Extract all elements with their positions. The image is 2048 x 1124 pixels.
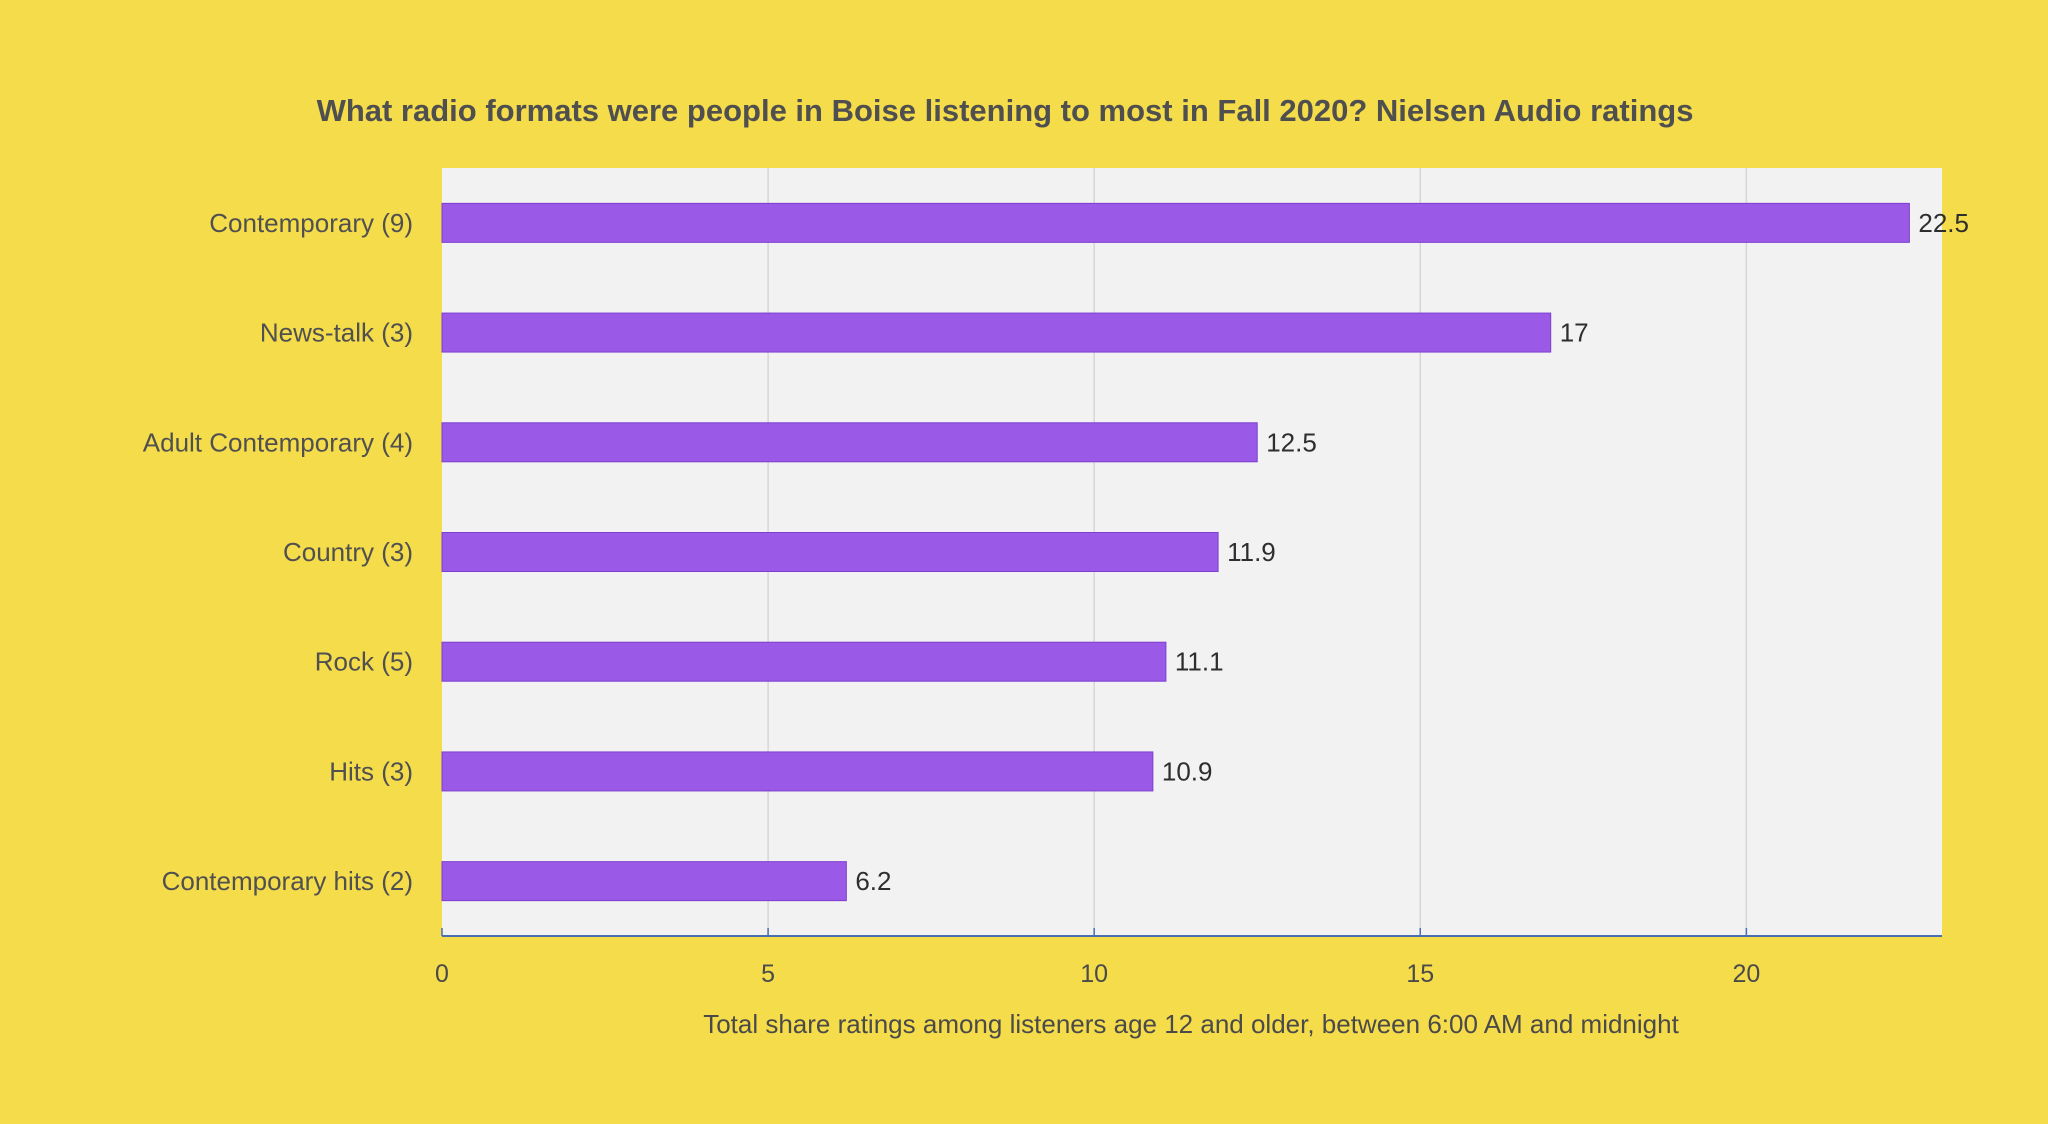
bars	[441, 202, 1910, 902]
x-axis-title: Total share ratings among listeners age …	[703, 1009, 1679, 1039]
value-label: 11.1	[1175, 647, 1224, 677]
x-axis-ticks: 0 5 10 15 20	[435, 928, 1760, 988]
category-label: Contemporary hits (2)	[162, 866, 413, 896]
category-label: Country (3)	[283, 537, 413, 567]
category-label: Hits (3)	[329, 756, 413, 786]
tick-label: 5	[761, 960, 775, 988]
value-label: 12.5	[1266, 427, 1317, 457]
tick-label: 0	[435, 960, 449, 988]
bar	[441, 312, 1552, 353]
category-label: Adult Contemporary (4)	[143, 427, 413, 457]
value-label: 11.9	[1227, 537, 1276, 567]
chart-title: What radio formats were people in Boise …	[317, 93, 1694, 128]
value-label: 22.5	[1918, 208, 1969, 238]
category-label: News-talk (3)	[260, 318, 413, 348]
tick-label: 10	[1080, 960, 1108, 988]
value-label: 10.9	[1162, 756, 1213, 786]
bar	[441, 861, 847, 902]
value-labels: 22.5 17 12.5 11.9 11.1 10.9 6.2	[855, 208, 1969, 896]
category-labels: Contemporary (9) News-talk (3) Adult Conte…	[143, 208, 413, 896]
bar	[441, 422, 1258, 463]
tick-label: 20	[1732, 960, 1760, 988]
tick-label: 15	[1406, 960, 1434, 988]
value-label: 17	[1560, 318, 1589, 348]
bar	[441, 532, 1219, 572]
bar	[441, 641, 1167, 682]
bar	[441, 202, 1910, 243]
category-label: Rock (5)	[315, 647, 413, 677]
value-label: 6.2	[855, 866, 891, 896]
bar	[441, 751, 1154, 792]
category-label: Contemporary (9)	[209, 208, 413, 238]
